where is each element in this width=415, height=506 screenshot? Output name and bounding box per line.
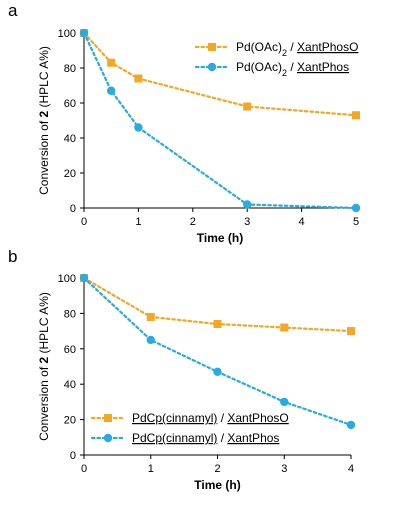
panel-b-legend-label: PdCp(cinnamyl) / XantPhos [132,431,279,445]
panel-a-series-1-point [352,111,360,120]
panel-a-series-2-point [351,203,361,213]
panel-a-y-tick-label: 100 [58,28,76,40]
panel-b-label: b [8,247,17,266]
panel-b-x-tick-label: 0 [81,463,87,475]
panel-a-y-tick-label: 0 [70,203,76,215]
panel-a-series-2-point [107,86,116,95]
panel-a-x-tick-label: 4 [299,216,305,228]
panel-b-legend-label: PdCp(cinnamyl) / XantPhosO [132,411,289,425]
panel-b-y-tick-label: 60 [64,344,76,356]
panel-a-legend-marker [207,62,217,72]
panel-b-y-tick-label: 0 [70,450,76,462]
panel-a-y-axis-label: Conversion of 2 (HPLC A%) [37,46,51,195]
panel-b-series-2-point [146,335,155,345]
panel-a-y-tick-label: 80 [64,63,76,75]
panel-a-x-axis-label: Time (h) [197,231,243,245]
panel-a-series-1-point [134,74,143,83]
panel-b-y-axis-label: Conversion of 2 (HPLC A%) [37,292,51,441]
panel-b-y-tick-label: 100 [58,273,76,285]
panel-a-y-tick-label: 40 [64,133,76,145]
panel-a-series-2-point [134,123,143,132]
panel-b-series-2-point [213,367,222,377]
panel-a-x-tick-label: 2 [190,216,196,228]
panel-a-x-tick-label: 3 [244,216,250,228]
panel-a-y-tick-label: 60 [64,98,76,110]
panel-a-y-tick-label: 20 [64,168,76,180]
panel-a-x-tick-label: 0 [81,216,87,228]
panel-a-x-tick-label: 5 [353,216,359,228]
panel-a-series-2-point [79,28,89,38]
panel-b-series-2-line [82,276,353,427]
panel-b-series-1-point [146,312,155,321]
panel-b-y-tick-label: 80 [64,308,76,320]
panel-b-x-tick-label: 3 [281,463,287,475]
panel-a-series-1-point [243,102,252,111]
panel-b-series-2-point [280,397,289,407]
panel-a-series-2-point [243,200,252,209]
panel-a-label: a [8,1,18,20]
panel-b-series-1-point [280,323,289,332]
panel-a-legend-label: Pd(OAc)2 / XantPhos [236,60,349,78]
panel-b-series-1-point [213,320,222,329]
panel-a-series-1-point [107,58,116,67]
panel-b-legend-marker [103,433,113,443]
panel-a-legend-marker [208,43,216,51]
panel-b-y-tick-label: 20 [64,415,76,427]
panel-a-chart: a 0 1 2 3 4 5 0 20 40 60 80 100 Time (h) Conversion o… [8,1,361,245]
panel-b-series-1-point [347,327,355,336]
panel-b-x-axis-label: Time (h) [194,478,240,492]
panel-b-x-tick-label: 2 [214,463,220,475]
panel-b-y-tick-label: 40 [64,379,76,391]
panel-b-series-2-point [79,273,89,283]
panel-a-x-tick-label: 1 [135,216,141,228]
panel-b-series-2-point [346,420,356,430]
panel-b-x-tick-label: 4 [348,463,354,475]
panel-b-legend-marker [104,414,112,422]
panel-b-x-tick-label: 1 [148,463,154,475]
panel-a-legend-label: Pd(OAc)2 / XantPhosO [236,40,358,58]
